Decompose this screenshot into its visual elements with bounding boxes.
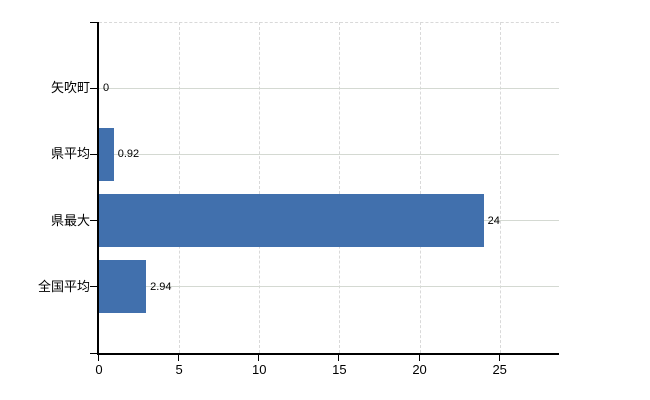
bar (99, 127, 114, 181)
x-tick-label: 5 (175, 362, 183, 377)
bar-value-label: 24 (487, 214, 500, 227)
x-axis-tick (338, 355, 340, 361)
x-axis-tick (98, 355, 99, 361)
x-tick-label: 15 (332, 362, 347, 377)
bar-value-label: 2.94 (150, 280, 172, 293)
y-axis (97, 22, 99, 355)
v-gridline (419, 22, 421, 353)
x-axis (97, 353, 559, 355)
x-axis-tick (178, 355, 180, 361)
v-gridline (339, 22, 341, 353)
y-axis-tick (90, 87, 98, 89)
y-axis-tick (90, 21, 98, 23)
bar (99, 260, 147, 314)
y-axis-tick (90, 220, 98, 222)
h-gridline (99, 153, 559, 155)
h-gridline (99, 87, 559, 89)
plot-top-border (99, 22, 559, 23)
x-axis-tick (498, 355, 500, 361)
category-label: 全国平均 (37, 278, 90, 294)
v-gridline (179, 22, 181, 353)
bar-value-label: 0 (103, 82, 110, 95)
y-axis-tick (90, 153, 98, 155)
category-label: 矢吹町 (50, 80, 90, 96)
x-tick-label: 0 (95, 362, 103, 377)
x-tick-label: 25 (492, 362, 507, 377)
v-gridline (499, 22, 501, 353)
x-axis-tick (418, 355, 420, 361)
v-gridline (259, 22, 261, 353)
category-label: 県最大 (50, 212, 90, 228)
bar-value-label: 0.92 (117, 148, 140, 161)
bar (99, 194, 484, 248)
y-axis-tick (90, 286, 98, 288)
h-gridline (99, 286, 559, 288)
y-axis-tick (90, 352, 98, 354)
x-tick-label: 20 (412, 362, 427, 377)
x-tick-label: 10 (252, 362, 267, 377)
x-axis-tick (258, 355, 260, 361)
category-label: 県平均 (50, 146, 90, 162)
